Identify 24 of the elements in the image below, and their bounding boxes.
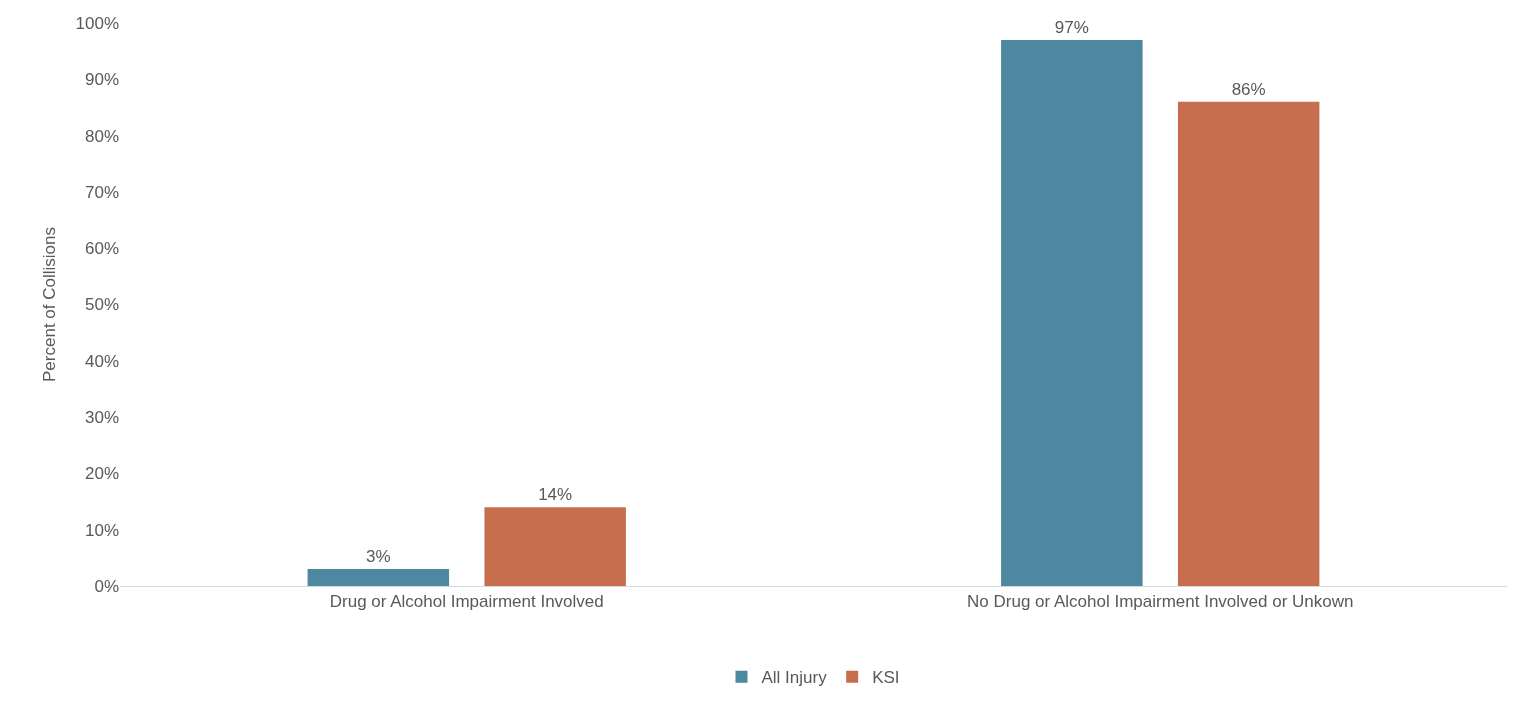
legend-label: KSI [872, 668, 900, 688]
data-label: 14% [538, 485, 573, 505]
y-tick-label: 90% [84, 70, 119, 90]
y-tick-label: 60% [84, 239, 119, 259]
y-tick-label: 100% [75, 13, 119, 33]
x-tick-label: No Drug or Alcohol Impairment Involved or Unkown [967, 592, 1354, 612]
x-tick-label: Drug or Alcohol Impairment Involved [329, 592, 604, 612]
y-tick-label: 40% [84, 351, 119, 371]
y-tick-label: 30% [84, 408, 119, 428]
bar [307, 569, 450, 586]
data-label: 86% [1231, 79, 1266, 99]
y-tick-label: 20% [84, 464, 119, 484]
y-tick-label: 10% [84, 520, 119, 540]
bar [1001, 39, 1143, 586]
y-tick-label: 50% [84, 295, 119, 315]
y-tick-label: 0% [94, 576, 119, 596]
bar [1177, 101, 1320, 586]
y-tick-label: 80% [84, 126, 119, 146]
y-tick-label: 70% [84, 182, 119, 202]
bar [484, 507, 626, 586]
data-label: 3% [366, 547, 391, 567]
y-axis-title: Percent of Collisions [40, 227, 60, 382]
legend-label: All Injury [761, 668, 828, 688]
data-label: 97% [1054, 17, 1089, 37]
